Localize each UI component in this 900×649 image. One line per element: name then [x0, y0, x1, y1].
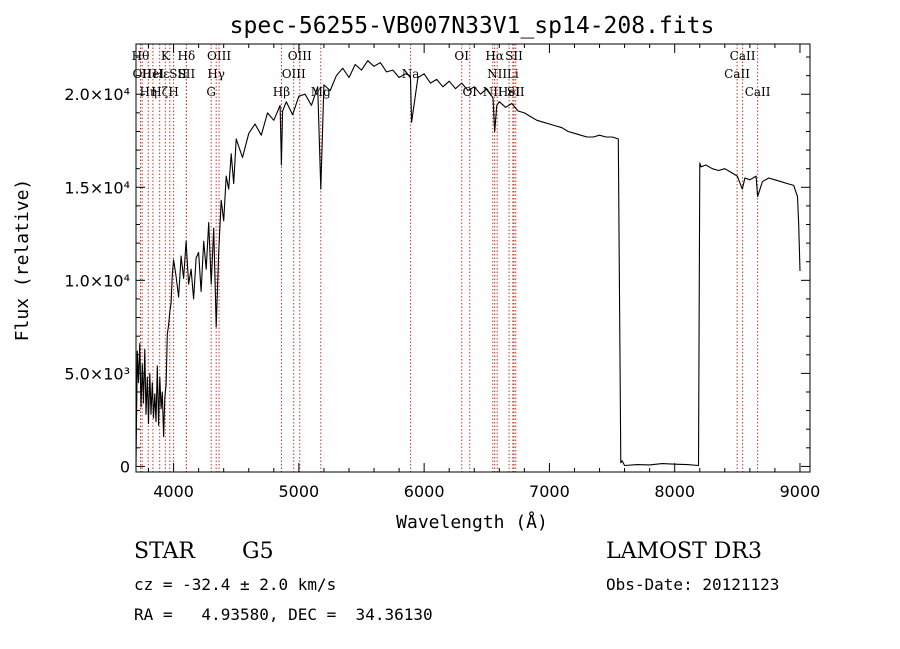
line-label: HεSII	[153, 67, 188, 81]
survey-name: LAMOST DR3	[606, 539, 762, 564]
x-tick-label: 7000	[529, 482, 570, 501]
line-label: OI	[454, 49, 469, 63]
line-label: OII	[132, 67, 152, 81]
line-label: H	[168, 85, 178, 99]
y-axis-ticks: 0 5.0×10³ 1.0×10⁴ 1.5×10⁴ 2.0×10⁴	[64, 56, 810, 476]
x-tick-label: 6000	[404, 482, 445, 501]
line-label: K	[161, 49, 171, 63]
line-label: HeI	[498, 85, 521, 99]
line-label: Li	[507, 67, 519, 81]
y-tick-label: 0	[120, 457, 130, 476]
coordinates-text: RA = 4.93580, DEC = 34.36130	[134, 605, 433, 624]
y-tick-label: 5.0×10³	[64, 364, 130, 383]
spectrum-series	[135, 60, 801, 467]
line-label: Hζ	[151, 85, 168, 99]
x-tick-label: 9000	[780, 482, 821, 501]
x-axis-label: Wavelength (Å)	[396, 511, 548, 533]
line-label: OIII	[282, 67, 306, 81]
line-label: CaII	[724, 67, 750, 81]
series-line-flux	[135, 60, 801, 467]
line-label: Mg	[311, 85, 331, 99]
y-tick-label: 1.0×10⁴	[64, 271, 130, 290]
emission-line-markers	[140, 44, 759, 472]
line-label: CaII	[730, 49, 756, 63]
emission-line-labels: Hθ OII Hη HeI Hζ K HεSII H Hδ SII G Hγ OIII Hβ OIII OII…	[132, 49, 771, 99]
line-label: Hθ	[132, 49, 150, 63]
line-label: Hα	[485, 49, 504, 63]
x-axis-ticks: 4000 5000 6000 7000 8000 9000	[148, 44, 821, 501]
line-label: Hβ	[273, 85, 290, 99]
x-tick-label: 5000	[279, 482, 320, 501]
line-label: Hγ	[207, 67, 225, 81]
x-tick-label: 8000	[654, 482, 695, 501]
line-label: CaII	[745, 85, 771, 99]
line-label: OIII	[207, 49, 231, 63]
chart-title: spec-56255-VB007N33V1_sp14-208.fits	[230, 13, 715, 39]
object-class: STAR	[134, 539, 195, 564]
line-label: NII	[487, 67, 507, 81]
plot-frame	[135, 43, 811, 473]
line-label: SII	[178, 67, 196, 81]
y-axis-label: Flux (relative)	[12, 179, 33, 342]
redshift-text: cz = -32.4 ± 2.0 km/s	[134, 575, 337, 594]
line-label: SII	[507, 85, 525, 99]
x-tick-label: 4000	[153, 482, 194, 501]
y-tick-label: 2.0×10⁴	[64, 85, 130, 104]
line-label: HeI	[142, 67, 165, 81]
object-subclass: G5	[242, 539, 274, 564]
line-label: Hδ	[178, 49, 196, 63]
line-label: OIII	[288, 49, 312, 63]
line-label: Na	[402, 67, 420, 81]
line-label: SII	[505, 49, 523, 63]
line-label: NII	[483, 85, 503, 99]
line-label: G	[206, 85, 216, 99]
y-tick-label: 1.5×10⁴	[64, 178, 130, 197]
line-label: Hη	[139, 85, 157, 99]
obs-date: Obs-Date: 20121123	[606, 575, 780, 594]
